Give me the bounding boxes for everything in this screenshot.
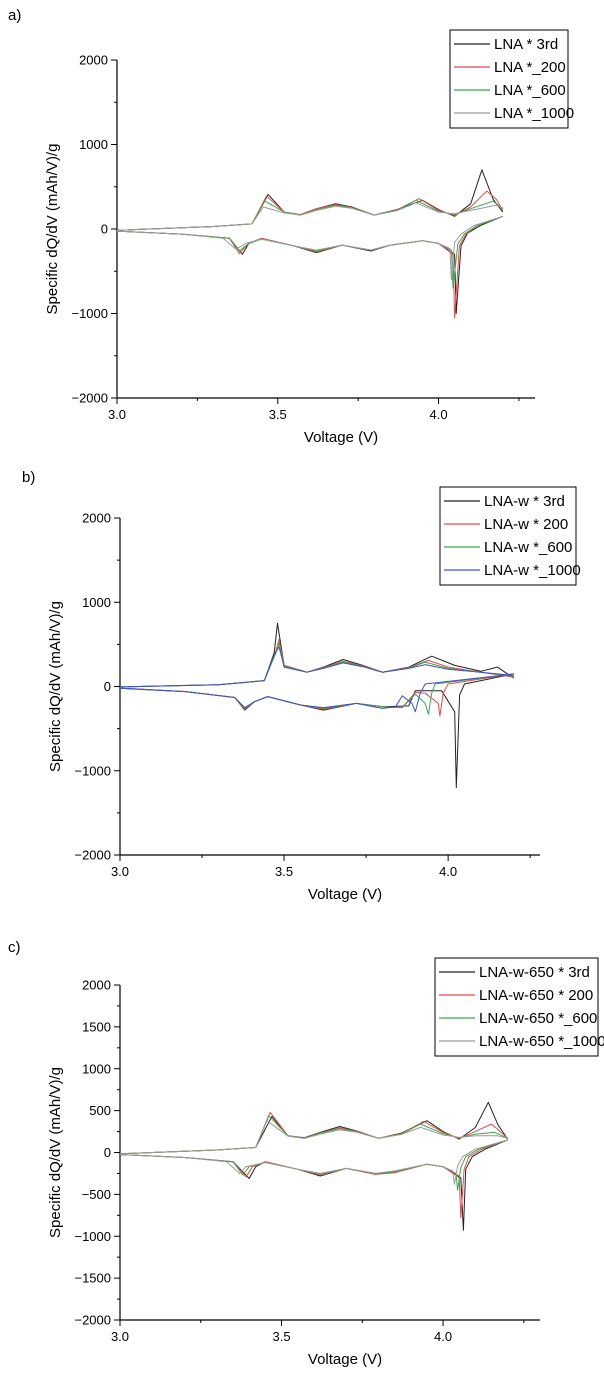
series-line-discharge — [119, 1139, 508, 1231]
legend-entry: LNA-w-650 *_600 — [479, 1010, 597, 1027]
y-axis-title: Specific dQ/dV (mAh/V)/g — [47, 601, 64, 772]
y-tick-label: 500 — [89, 1103, 111, 1118]
legend-box — [434, 957, 599, 1057]
series-4 — [119, 646, 514, 713]
panel-label: a) — [8, 7, 21, 24]
series-line-charge — [116, 190, 504, 231]
series-line-charge — [116, 202, 503, 231]
y-tick-label: −1000 — [74, 763, 111, 778]
x-tick-label: 3.0 — [108, 407, 126, 422]
legend-box — [449, 29, 569, 129]
series-2 — [116, 190, 504, 319]
x-tick-label: 4.0 — [434, 1329, 452, 1344]
legend-entry: LNA-w *_600 — [484, 539, 572, 556]
x-axis-title: Voltage (V) — [308, 1351, 382, 1368]
legend-entry: LNA *_600 — [494, 82, 566, 99]
series-line-discharge — [119, 1139, 508, 1219]
legend-entry: LNA-w-650 * 3rd — [479, 964, 590, 981]
series-3 — [116, 199, 504, 289]
series-line-discharge — [119, 1139, 508, 1185]
x-tick-label: 3.0 — [111, 864, 129, 879]
y-tick-label: −2000 — [74, 1313, 111, 1328]
y-axis-title: Specific dQ/dV (mAh/V)/g — [44, 144, 61, 315]
series-line-charge — [119, 1101, 509, 1155]
series-4 — [119, 1120, 508, 1185]
chart-panel-c: c) 2000 1500 1000 500 0 −500 −1000 −1500 −20003.0… — [8, 939, 604, 1368]
series-line-discharge — [119, 673, 514, 713]
series-line-charge — [116, 199, 504, 231]
series-line-discharge — [119, 1139, 508, 1191]
series-3 — [119, 642, 514, 715]
y-tick-label: −1000 — [71, 306, 108, 321]
legend: LNA * 3rd LNA *_200 LNA *_600 LNA *_1000 — [449, 29, 574, 129]
y-tick-label: −500 — [82, 1187, 111, 1202]
series-line-charge — [119, 646, 514, 688]
series-1 — [119, 622, 515, 789]
series-2 — [119, 638, 514, 717]
x-tick-label: 3.5 — [275, 864, 293, 879]
legend-entry: LNA-w-650 *_1000 — [479, 1033, 604, 1050]
legend-entry: LNA-w-650 * 200 — [479, 987, 593, 1004]
series-1 — [119, 1101, 509, 1231]
y-tick-label: −1500 — [74, 1271, 111, 1286]
legend-entry: LNA-w * 200 — [484, 516, 568, 533]
series-line-charge — [119, 638, 514, 688]
series-line-discharge — [116, 215, 503, 319]
x-tick-label: 3.5 — [272, 1329, 290, 1344]
series-1 — [116, 169, 504, 314]
legend-entry: LNA-w *_1000 — [484, 562, 581, 579]
series-line-charge — [119, 1120, 508, 1155]
series-4 — [116, 202, 503, 281]
series-line-charge — [116, 169, 504, 231]
series-line-discharge — [116, 215, 503, 281]
y-axis-title: Specific dQ/dV (mAh/V)/g — [47, 1067, 64, 1238]
y-tick-label: −1000 — [74, 1229, 111, 1244]
series-line-charge — [119, 1111, 509, 1155]
series-2 — [119, 1111, 509, 1219]
x-tick-label: 3.0 — [111, 1329, 129, 1344]
x-tick-label: 3.5 — [269, 407, 287, 422]
y-tick-label: 1500 — [82, 1019, 111, 1034]
series-line-charge — [119, 622, 515, 688]
series-3 — [119, 1115, 508, 1191]
legend-entry: LNA *_1000 — [494, 105, 574, 122]
y-tick-label: 1000 — [82, 595, 111, 610]
x-tick-label: 4.0 — [439, 864, 457, 879]
panel-label: c) — [8, 939, 21, 956]
y-tick-label: −2000 — [74, 848, 111, 863]
legend-entry: LNA *_200 — [494, 59, 566, 76]
y-tick-label: 2000 — [82, 511, 111, 526]
x-axis-title: Voltage (V) — [308, 886, 382, 903]
y-tick-label: −2000 — [71, 391, 108, 406]
legend-entry: LNA * 3rd — [494, 36, 558, 53]
x-axis-title: Voltage (V) — [304, 429, 378, 446]
y-tick-label: 2000 — [79, 53, 108, 68]
y-tick-label: 2000 — [82, 978, 111, 993]
legend-box — [439, 486, 577, 586]
series-line-discharge — [116, 215, 503, 289]
panel-label: b) — [22, 469, 35, 486]
series-line-discharge — [116, 215, 503, 314]
legend-entry: LNA-w * 3rd — [484, 493, 565, 510]
y-tick-label: 1000 — [82, 1061, 111, 1076]
y-tick-label: 0 — [101, 222, 108, 237]
y-tick-label: 0 — [104, 679, 111, 694]
y-tick-label: 1000 — [79, 137, 108, 152]
legend: LNA-w * 3rd LNA-w * 200 LNA-w *_600 LNA-w *… — [439, 486, 581, 586]
y-tick-label: 0 — [104, 1145, 111, 1160]
legend: LNA-w-650 * 3rd LNA-w-650 * 200 LNA-w-650 … — [434, 957, 604, 1057]
x-tick-label: 4.0 — [429, 407, 447, 422]
